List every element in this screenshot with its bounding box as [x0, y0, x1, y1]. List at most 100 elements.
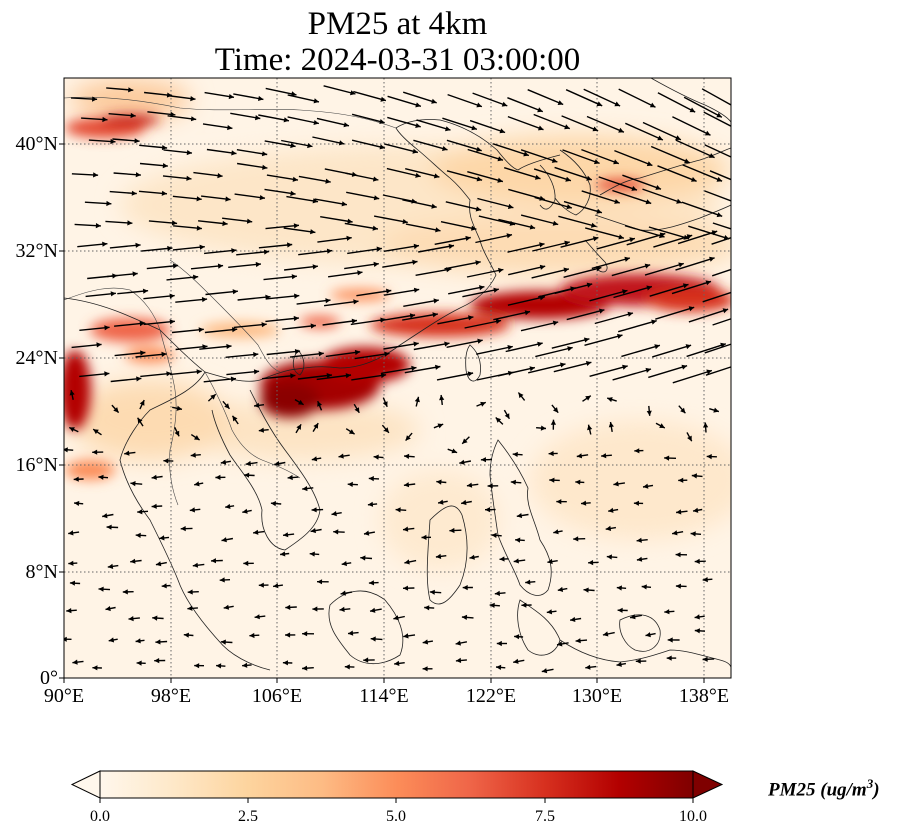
wind-vector-head — [529, 224, 536, 230]
wind-vector-head — [646, 161, 653, 167]
wind-vector — [534, 196, 573, 209]
wind-vector — [317, 237, 352, 243]
wind-vector-head — [461, 614, 468, 620]
wind-vector — [469, 119, 506, 134]
wind-vector-head — [310, 528, 316, 534]
wind-vector — [236, 250, 270, 256]
wind-vector — [478, 215, 516, 226]
wind-vector-head — [95, 223, 101, 229]
lon-tick-label: 122°E — [465, 685, 517, 707]
wind-vector-head — [341, 561, 347, 567]
wind-vector-head — [190, 96, 196, 102]
lat-tick-label: 24°N — [15, 347, 58, 369]
wind-vector-head — [654, 344, 660, 350]
wind-vector — [418, 244, 455, 253]
wind-vector — [236, 162, 268, 169]
wind-vector-head — [541, 668, 548, 674]
wind-vector-head — [694, 558, 700, 564]
wind-vector-head — [734, 105, 740, 110]
wind-vector — [446, 139, 482, 152]
wind-vector-head — [393, 615, 399, 621]
wind-vector-head — [459, 459, 465, 465]
wind-vector — [114, 351, 146, 357]
wind-vector-head — [424, 605, 430, 611]
wind-vector-head — [326, 248, 333, 254]
wind-vector-head — [196, 225, 202, 231]
wind-vector — [175, 298, 208, 303]
wind-vector-head — [186, 175, 192, 181]
wind-vector-head — [643, 483, 649, 489]
wind-vector — [705, 366, 731, 376]
wind-vector — [140, 372, 172, 378]
wind-vector-head — [404, 559, 410, 565]
wind-vector-head — [633, 500, 639, 506]
wind-vector — [79, 372, 110, 378]
wind-vector-head — [720, 342, 726, 348]
wind-vector-head — [694, 628, 700, 634]
wind-vector — [266, 174, 299, 181]
wind-vector-head — [689, 107, 696, 113]
wind-vector-head — [514, 634, 520, 640]
wind-vector-head — [382, 401, 388, 407]
wind-vectors — [64, 85, 755, 674]
wind-vector-head — [161, 351, 167, 357]
wind-vector — [681, 201, 723, 217]
wind-vector — [298, 175, 331, 183]
wind-vector-head — [211, 558, 216, 564]
wind-vector-head — [228, 94, 234, 100]
wind-vector-head — [343, 122, 349, 128]
wind-vector-head — [176, 405, 182, 411]
wind-vector-head — [585, 395, 591, 401]
wind-vector-head — [646, 410, 652, 416]
wind-vector-head — [523, 151, 529, 157]
wind-vector — [563, 266, 602, 278]
wind-vector-head — [287, 242, 293, 248]
wind-vector-head — [435, 553, 442, 559]
wind-vector — [672, 116, 711, 136]
wind-vector-head — [262, 164, 268, 170]
wind-vector — [584, 334, 623, 346]
wind-vector-head — [431, 98, 437, 104]
wind-vector — [688, 225, 730, 240]
wind-vector-head — [466, 482, 473, 488]
wind-vector — [353, 90, 387, 102]
wind-vector — [383, 288, 420, 296]
wind-vector-head — [311, 507, 317, 513]
wind-vector-head — [302, 665, 308, 671]
wind-vector — [117, 290, 149, 295]
wind-vector-head — [189, 507, 195, 513]
wind-vector — [653, 234, 693, 248]
wind-vector-head — [659, 423, 665, 428]
wind-vector-head — [201, 297, 208, 303]
wind-vector — [467, 148, 504, 161]
wind-vector-head — [194, 663, 200, 669]
wind-vector — [566, 309, 605, 321]
wind-vector-head — [180, 526, 186, 532]
wind-vector — [204, 328, 238, 334]
wind-vector-head — [415, 123, 421, 128]
wind-vector-head — [64, 636, 67, 642]
wind-vector-head — [605, 525, 612, 531]
wind-vector — [199, 345, 232, 350]
wind-vector — [686, 343, 727, 358]
wind-vector — [618, 88, 656, 108]
wind-vector-head — [749, 233, 755, 238]
wind-vector-head — [104, 325, 110, 331]
wind-vector-head — [676, 198, 682, 204]
wind-vector-head — [274, 461, 280, 467]
wind-vector-head — [161, 145, 168, 151]
wind-vector-head — [142, 288, 149, 294]
wind-vector-head — [102, 116, 108, 123]
wind-vector-head — [606, 554, 612, 560]
wind-vector-head — [368, 580, 375, 586]
wind-vector — [382, 194, 417, 203]
wind-vector-head — [293, 223, 299, 229]
wind-vector-head — [455, 657, 462, 663]
wind-vector-head — [223, 604, 230, 610]
wind-vector-head — [220, 459, 227, 465]
wind-vector-head — [136, 376, 142, 382]
wind-vector-head — [497, 177, 503, 183]
wind-vector-head — [551, 158, 558, 163]
wind-vector-head — [373, 454, 379, 460]
wind-vector — [493, 310, 531, 321]
